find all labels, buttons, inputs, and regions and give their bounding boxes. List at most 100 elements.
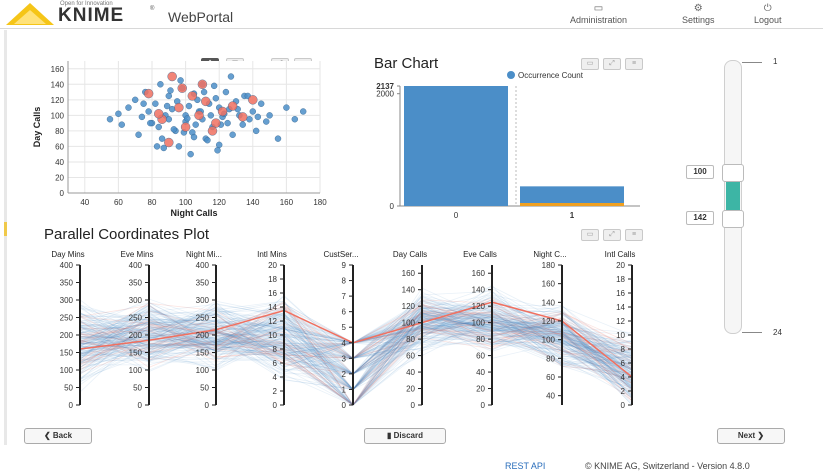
next-button[interactable]: Next ❯ [717, 428, 785, 444]
scatter-point [204, 136, 211, 144]
slider-range-fill [726, 180, 740, 212]
pc-tick-label: 80 [406, 335, 415, 344]
pc-tick-label: 0 [621, 401, 626, 410]
scatter-point [180, 122, 191, 132]
pc-tick-label: 12 [268, 317, 277, 326]
rest-api-link[interactable]: REST API [505, 461, 546, 471]
scatter-x-tick: 100 [179, 198, 193, 207]
nav-settings[interactable]: ⚙ Settings [682, 3, 715, 25]
pc-tick-label: 100 [472, 319, 486, 328]
scatter-point [154, 109, 164, 119]
pc-tick-label: 120 [472, 302, 486, 311]
scatter-point [125, 104, 132, 111]
scatter-point [167, 87, 174, 94]
parallel-menu-button[interactable]: ≡ [625, 229, 643, 241]
scatter-point [227, 73, 235, 80]
parallel-select-button[interactable]: ▭ [581, 229, 599, 241]
pc-tick-label: 18 [616, 275, 625, 284]
back-button[interactable]: ❮ Back [24, 428, 92, 444]
scatter-point [207, 126, 218, 136]
parallel-fullscreen-button[interactable]: ⤢ [603, 229, 621, 241]
pc-tick-label: 120 [542, 317, 556, 326]
scatter-point [153, 143, 161, 150]
pc-tick-label: 80 [546, 354, 555, 363]
nav-logout[interactable]: ⏻ Logout [754, 3, 782, 25]
bar-y-tick: 2000 [376, 90, 394, 99]
pc-axis-label: Day Mins [51, 250, 84, 259]
pc-tick-label: 60 [476, 352, 485, 361]
bar-1 [520, 186, 624, 206]
bar-fullscreen-button[interactable]: ⤢ [603, 58, 621, 70]
discard-button[interactable]: ▮ Discard [364, 428, 446, 444]
scatter-point [263, 118, 270, 125]
scatter-point [227, 101, 238, 111]
scatter-y-label: Day Calls [32, 107, 42, 148]
parallel-title: Parallel Coordinates Plot [44, 226, 210, 243]
scatter-y-tick: 0 [60, 189, 65, 198]
slider-low-handle[interactable] [722, 164, 744, 182]
pc-tick-label: 3 [342, 354, 347, 363]
scatter-point [249, 108, 257, 115]
pc-tick-label: 300 [60, 296, 74, 305]
pc-tick-label: 350 [60, 279, 74, 288]
pc-tick-label: 200 [60, 331, 74, 340]
scatter-point [165, 92, 173, 100]
pc-tick-label: 350 [196, 279, 210, 288]
pc-tick-label: 0 [481, 401, 486, 410]
scatter-point [167, 71, 177, 82]
bar-selection-mark [520, 203, 624, 206]
pc-tick-label: 4 [342, 339, 347, 348]
pc-tick-label: 150 [60, 349, 74, 358]
scatter-point [145, 108, 152, 115]
pc-tick-label: 140 [542, 298, 556, 307]
bar-0 [404, 86, 508, 206]
pc-tick-label: 20 [616, 261, 625, 270]
pc-tick-label: 200 [196, 331, 210, 340]
scatter-plot[interactable]: 0 20 40 60 80 100 120 140 160 40 60 80 100 120 140 160 1… [28, 55, 328, 220]
pc-tick-label: 60 [546, 373, 555, 382]
scatter-point [229, 131, 236, 138]
sidebar-rail [4, 30, 7, 445]
pc-tick-label: 400 [60, 261, 74, 270]
bar-menu-button[interactable]: ≡ [625, 58, 643, 70]
pc-tick-label: 160 [472, 269, 486, 278]
sidebar-marker[interactable] [4, 222, 7, 236]
pc-tick-label: 100 [542, 336, 556, 345]
pc-tick-label: 60 [406, 352, 415, 361]
bar-select-button[interactable]: ▭ [581, 58, 599, 70]
scatter-point [115, 110, 122, 117]
pc-axis-label: Day Calls [393, 250, 427, 259]
nav-administration[interactable]: ▭ Administration [570, 3, 627, 25]
scatter-point [212, 95, 220, 102]
scatter-point [177, 77, 184, 84]
scatter-x-tick: 60 [114, 198, 123, 207]
slider-max-tick [742, 62, 762, 63]
pc-tick-label: 0 [205, 401, 210, 410]
scatter-point [131, 96, 139, 104]
scatter-x-tick: 180 [313, 198, 327, 207]
scatter-y-tick: 60 [55, 142, 64, 151]
scatter-point [214, 147, 221, 154]
pc-tick-label: 6 [621, 359, 626, 368]
pc-tick-label: 300 [196, 296, 210, 305]
top-header: Open for Innovation KNIME ® WebPortal ▭ … [0, 0, 823, 29]
trash-icon: ▮ [387, 431, 394, 440]
scatter-y-tick: 100 [51, 111, 65, 120]
pc-tick-label: 80 [476, 335, 485, 344]
back-label: Back [52, 431, 73, 440]
pc-tick-label: 4 [273, 373, 278, 382]
copyright: © KNIME AG, Switzerland - Version 4.8.0 [585, 461, 750, 471]
scatter-point [192, 121, 199, 128]
pc-tick-label: 250 [129, 314, 143, 323]
pc-tick-label: 2 [621, 387, 626, 396]
scatter-point [291, 116, 298, 123]
scatter-point [147, 119, 154, 127]
scatter-point [300, 108, 307, 115]
slider-high-handle[interactable] [722, 210, 744, 228]
scatter-point [252, 127, 260, 135]
pc-tick-label: 50 [64, 384, 73, 393]
pc-axis-label: Eve Calls [463, 250, 497, 259]
pc-tick-label: 50 [133, 384, 142, 393]
